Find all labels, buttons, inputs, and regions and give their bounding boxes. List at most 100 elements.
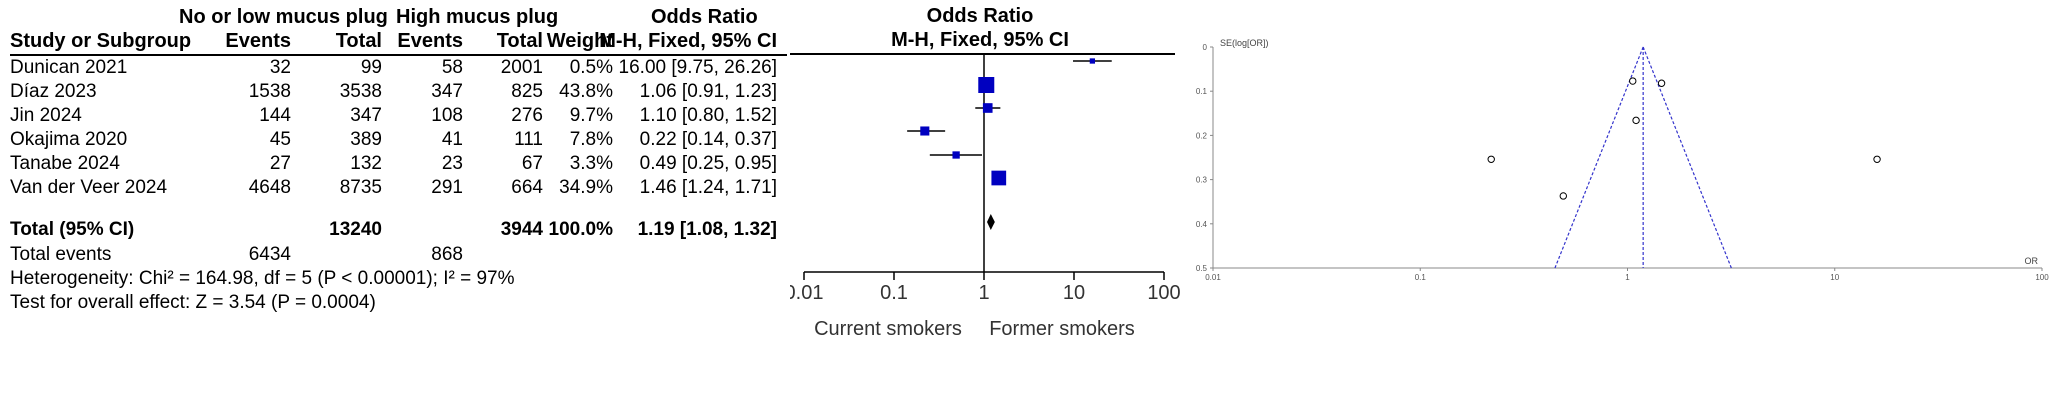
col-header-weight: Weight (546, 30, 613, 52)
table-row-ci: 16.00 [9.75, 26.26] (618, 57, 777, 78)
pooled-diamond (987, 214, 995, 230)
funnel-xlabel: OR (2025, 256, 2039, 266)
table-row-total-2: 111 (514, 129, 543, 150)
col-header-ci: M-H, Fixed, 95% CI (599, 30, 777, 52)
forest-x-tick-label: 10 (1063, 282, 1085, 304)
table-row-events-2: 23 (441, 153, 463, 174)
or-table-header: Odds Ratio (651, 6, 758, 28)
study-marker (920, 126, 930, 136)
total-events-label: Total events (10, 244, 112, 265)
table-row-study: Okajima 2020 (10, 129, 128, 150)
total-ci: 1.19 [1.08, 1.32] (637, 219, 777, 240)
table-header-divider (10, 54, 787, 56)
funnel-x-tick-label: 1 (1625, 273, 1630, 282)
col-header-events-2: Events (397, 30, 463, 52)
table-row-total-1: 3538 (339, 81, 382, 102)
table-row-weight: 43.8% (559, 81, 613, 102)
table-row-events-2: 347 (431, 81, 463, 102)
table-row-study: Dunican 2021 (10, 57, 128, 78)
funnel-point (1873, 155, 1881, 163)
table-row-ci: 1.46 [1.24, 1.71] (639, 177, 777, 198)
table-row-total-1: 99 (360, 57, 382, 78)
study-marker (982, 103, 993, 113)
funnel-point (1559, 192, 1567, 200)
total-n-1: 13240 (329, 219, 382, 240)
forest-title: Odds Ratio (927, 5, 1034, 27)
funnel-plot: SE(log[OR]) OR 0 0.1 0.2 0.3 0.4 0.50.01 0.1 1 1… (1196, 38, 2049, 282)
col-header-study: Study or Subgroup (10, 30, 192, 52)
col-header-total-2: Total (496, 30, 543, 52)
table-row-total-2: 825 (511, 81, 543, 102)
funnel-point (1632, 116, 1640, 125)
funnel-x-tick-label: 0.1 (1415, 273, 1427, 282)
overall-effect-text: Test for overall effect: Z = 3.54 (P = 0… (10, 292, 376, 313)
table-row-weight: 0.5% (569, 57, 613, 78)
heterogeneity-text: Heterogeneity: Chi² = 164.98, df = 5 (P … (10, 268, 515, 289)
col-header-events-1: Events (225, 30, 291, 52)
table-row-total-1: 347 (350, 105, 382, 126)
table-row-events-1: 27 (269, 153, 291, 174)
table-row-events-1: 32 (269, 57, 291, 78)
study-marker (1089, 58, 1096, 64)
table-row-total-1: 389 (350, 129, 382, 150)
table-row-total-2: 276 (511, 105, 543, 126)
table-row-weight: 7.8% (569, 129, 613, 150)
table-row-total-2: 67 (521, 153, 543, 174)
forest-x-tick-label: 100 (1147, 282, 1180, 304)
table-row-weight: 3.3% (569, 153, 613, 174)
funnel-x-tick-label: 10 (1830, 273, 1839, 282)
funnel-ci-right-line (1642, 46, 1732, 269)
table-row-total-2: 2001 (500, 57, 543, 78)
funnel-point (1629, 77, 1637, 85)
total-weight: 100.0% (548, 219, 613, 240)
table-row-total-1: 132 (350, 153, 382, 174)
funnel-x-tick-label: 0.01 (1205, 273, 1221, 282)
forest-subtitle: M-H, Fixed, 95% CI (891, 29, 1069, 51)
study-marker (978, 77, 995, 93)
total-label: Total (95% CI) (10, 219, 135, 240)
table-row-weight: 34.9% (559, 177, 613, 198)
col-header-total-1: Total (335, 30, 382, 52)
table-row-study: Van der Veer 2024 (10, 177, 168, 198)
table-row-events-1: 144 (259, 105, 291, 126)
forest-x-tick-label: 1 (978, 282, 989, 304)
funnel-y-tick-label: 0.2 (1196, 131, 1208, 140)
funnel-ylabel: SE(log[OR]) (1220, 38, 1269, 48)
forest-x-tick-label: 0.01 (790, 282, 823, 304)
table-row-total-1: 8735 (339, 177, 382, 198)
funnel-y-tick-label: 0.4 (1196, 220, 1208, 229)
group1-header: No or low mucus plug (179, 6, 388, 28)
total-n-2: 3944 (500, 219, 543, 240)
table-row-events-1: 4648 (248, 177, 291, 198)
total-events-2: 868 (431, 244, 463, 265)
table-row-ci: 0.22 [0.14, 0.37] (639, 129, 777, 150)
table-row-events-2: 108 (431, 105, 463, 126)
funnel-y-tick-label: 0.5 (1196, 264, 1208, 273)
table-row-events-1: 45 (269, 129, 291, 150)
funnel-point (1487, 155, 1495, 163)
table-row-weight: 9.7% (569, 105, 613, 126)
funnel-point (1657, 79, 1666, 87)
table-row-ci: 0.49 [0.25, 0.95] (639, 153, 777, 174)
table-row-events-2: 291 (431, 177, 463, 198)
table-row-study: Tanabe 2024 (10, 153, 120, 174)
table-row-study: Jin 2024 (10, 105, 82, 126)
table-row-ci: 1.10 [0.80, 1.52] (639, 105, 777, 126)
funnel-x-tick-label: 100 (2035, 273, 2049, 282)
table-row-events-1: 1538 (248, 81, 291, 102)
table-row-study: Díaz 2023 (10, 81, 97, 102)
group2-header: High mucus plug (396, 6, 559, 28)
table-row-events-2: 58 (441, 57, 463, 78)
table-row-ci: 1.06 [0.91, 1.23] (639, 81, 777, 102)
study-marker (991, 170, 1007, 186)
favours-left-label: Current smokers (814, 318, 962, 340)
forest-plot: Odds Ratio M-H, Fixed, 95% CI 0.01 0.1 1 10… (790, 5, 1180, 340)
total-events-1: 6434 (248, 244, 291, 265)
table-row-events-2: 41 (441, 129, 463, 150)
funnel-y-tick-label: 0.3 (1196, 176, 1208, 185)
study-marker (952, 151, 960, 159)
funnel-y-tick-label: 0.1 (1196, 87, 1208, 96)
table-row-total-2: 664 (511, 177, 543, 198)
forest-x-tick-label: 0.1 (880, 282, 908, 304)
funnel-y-tick-label: 0 (1203, 43, 1208, 52)
